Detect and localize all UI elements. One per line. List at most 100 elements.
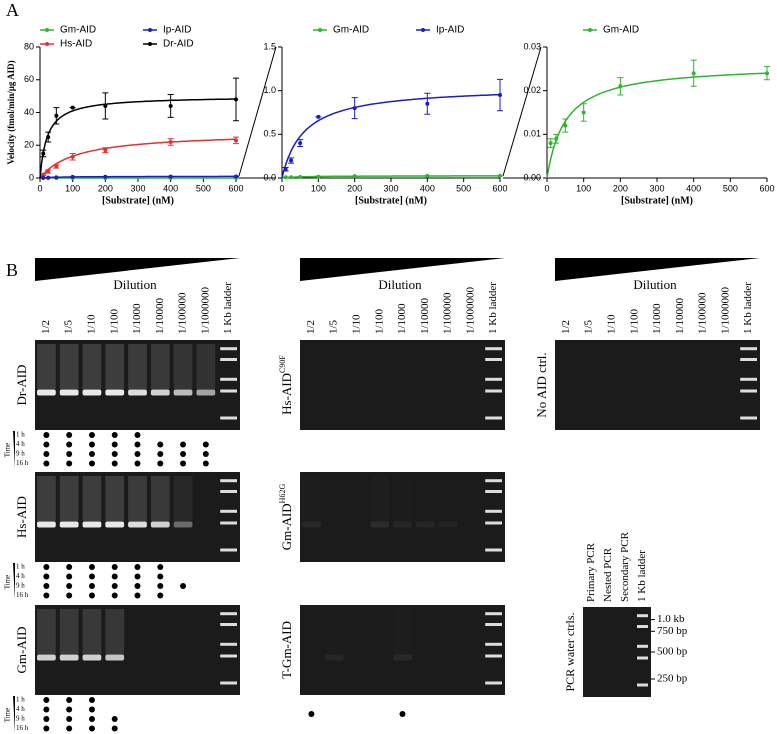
y-tick-label: 1.5 [263,41,276,51]
y-tick-label: 0.01 [523,129,541,139]
time-dot [157,564,164,570]
data-point [41,151,46,156]
data-point [289,175,294,180]
ladder-band [220,623,237,626]
time-point: 9 h [16,450,25,458]
time-dot [43,592,50,599]
legend-marker [45,28,49,32]
data-point [103,174,108,179]
gel-band [59,521,79,528]
ladder-band [220,416,237,420]
gel-smear [393,609,412,654]
ladder-label: 1.0 kb [657,613,685,625]
x-tick-label: 600 [228,183,243,193]
x-tick-label: 200 [347,183,362,193]
data-point [54,175,59,180]
x-tick-label: 0 [37,183,42,193]
lane-label: 1/10 [605,314,617,334]
ladder-band [637,625,648,628]
gel-band [150,521,170,528]
time-dot [66,583,73,589]
time-dot [88,432,95,438]
ladder-band [220,347,237,351]
time-label: Time [4,443,12,458]
time-point: 1 h [16,696,25,704]
gel-band [105,389,125,396]
row-label-name: No AID ctrl. [534,352,549,417]
gel-background [35,340,240,430]
time-dot [88,441,95,448]
row-label: Dr-AID [14,365,29,406]
time-dot [88,697,95,703]
lane-label: 1/10 [350,314,362,334]
time-point: 16 h [16,591,29,599]
time-dot [88,716,95,722]
time-label: Time [4,708,12,723]
time-point: 4 h [16,572,25,580]
ladder-band [485,612,502,616]
time-dot [134,432,141,438]
data-point [498,173,502,178]
time-dot [88,725,95,732]
time-dot [111,725,118,732]
time-dot [111,451,118,457]
time-dot [66,716,73,722]
time-dot [134,460,141,467]
data-point [316,174,321,179]
time-dot [88,583,95,589]
time-dot [111,583,118,589]
legend-label: Ip-AID [163,25,191,36]
time-dot [111,441,118,448]
axis [546,47,767,179]
panel-label: A [6,0,19,20]
row-label: Hs-AID [14,496,29,538]
time-dot [134,441,141,448]
data-point [234,97,238,102]
row-label-name: Dr-AID [14,365,29,406]
gel [555,340,760,430]
ladder-band [485,490,502,493]
time-dot [43,573,50,580]
time-dot [43,441,50,448]
ladder-band [485,347,502,351]
time-dot [66,441,73,448]
gel-band [82,521,102,528]
time-dot [66,460,73,467]
lane-label: 1/2 [560,320,572,334]
data-point [298,141,303,146]
data-point [46,169,51,174]
legend-marker [318,28,322,32]
data-point [41,175,46,180]
gel-smear [37,476,56,521]
x-axis-label: [Substrate] (nM) [355,195,427,206]
y-tick-label: 1.0 [263,85,276,95]
gel-band [105,521,125,528]
time-point: 1 h [16,431,25,439]
y-axis-label: Velocity (fmol/min/µg AID) [6,60,16,164]
gel-smear [59,476,79,521]
lane-label: 1/10000 [419,297,431,334]
time-point: 9 h [16,582,25,590]
data-point [283,175,288,180]
gel [300,340,505,430]
gel-band [82,389,102,396]
y-tick-label: 0.00 [523,172,541,182]
time-dot [88,460,95,467]
y-tick-label: 0 [29,172,34,182]
ladder-band [220,377,237,381]
data-point [425,101,430,106]
data-point [234,174,238,179]
gel-smear [59,344,79,389]
ladder-band [485,509,502,513]
gel-band [173,389,193,396]
lane-label: 1 Kb ladder [742,282,754,334]
gel [35,340,240,430]
ladder-band [637,614,648,618]
time-wedge [13,431,15,468]
gel-smear [128,476,147,521]
gel-smear [82,476,102,521]
ladder-band [637,644,648,648]
data-point [234,138,238,143]
gel-smear [105,344,125,389]
